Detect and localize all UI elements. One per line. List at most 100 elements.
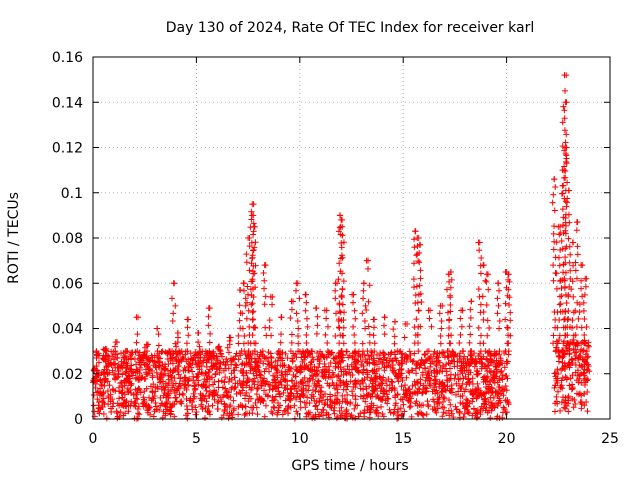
roti-point	[562, 214, 569, 221]
y-tick-label: 0.14	[52, 95, 83, 111]
roti-point	[504, 375, 511, 382]
roti-point	[564, 195, 571, 202]
roti-point	[466, 323, 473, 330]
roti-point	[428, 323, 435, 330]
roti-point	[480, 379, 487, 386]
roti-point	[422, 377, 429, 384]
roti-point	[251, 270, 258, 277]
roti-point	[578, 324, 585, 331]
roti-point	[562, 308, 569, 315]
roti-point	[104, 371, 111, 378]
roti-point	[273, 369, 280, 376]
roti-point	[580, 369, 587, 376]
roti-point	[162, 412, 169, 419]
roti-point	[280, 389, 287, 396]
roti-point	[271, 376, 278, 383]
roti-point	[455, 388, 462, 395]
roti-point	[370, 402, 377, 409]
roti-point	[386, 382, 393, 389]
roti-point	[294, 333, 301, 340]
roti-point	[206, 366, 213, 373]
roti-point	[550, 230, 557, 237]
roti-point	[252, 239, 259, 246]
roti-point	[374, 351, 381, 358]
roti-point	[294, 317, 301, 324]
roti-point	[573, 219, 580, 226]
roti-point	[579, 293, 586, 300]
roti-point	[575, 391, 582, 398]
roti-point	[351, 331, 358, 338]
roti-point	[477, 409, 484, 416]
roti-point	[557, 300, 564, 307]
roti-point	[205, 373, 212, 380]
roti-point	[447, 292, 454, 299]
roti-point	[436, 310, 443, 317]
roti-point	[307, 375, 314, 382]
roti-point	[476, 247, 483, 254]
roti-point	[301, 353, 308, 360]
roti-point	[135, 352, 142, 359]
roti-point	[505, 401, 512, 408]
roti-point	[124, 362, 131, 369]
roti-point	[352, 401, 359, 408]
roti-point	[214, 392, 221, 399]
roti-point	[451, 375, 458, 382]
roti-point	[410, 260, 417, 267]
roti-point	[359, 340, 366, 347]
roti-point	[558, 384, 565, 391]
roti-point	[494, 379, 501, 386]
roti-point	[493, 368, 500, 375]
roti-point	[262, 293, 269, 300]
roti-point	[562, 222, 569, 229]
roti-point	[336, 407, 343, 414]
roti-point	[192, 411, 199, 418]
roti-point	[157, 394, 164, 401]
roti-point	[171, 375, 178, 382]
roti-point	[315, 364, 322, 371]
roti-point	[398, 383, 405, 390]
roti-point	[338, 240, 345, 247]
roti-point	[433, 362, 440, 369]
roti-point	[337, 231, 344, 238]
roti-point	[406, 348, 413, 355]
roti-point	[381, 322, 388, 329]
roti-point	[205, 322, 212, 329]
roti-point	[169, 360, 176, 367]
roti-point	[284, 410, 291, 417]
roti-point	[288, 339, 295, 346]
roti-point	[335, 228, 342, 235]
roti-point	[339, 270, 346, 277]
roti-point	[165, 390, 172, 397]
roti-point	[206, 408, 213, 415]
roti-point	[438, 389, 445, 396]
roti-point	[459, 364, 466, 371]
roti-point	[328, 404, 335, 411]
roti-point	[324, 396, 331, 403]
roti-point	[581, 402, 588, 409]
roti-point	[434, 405, 441, 412]
roti-point	[154, 325, 161, 332]
roti-point	[134, 331, 141, 338]
roti-point	[394, 348, 401, 355]
roti-point	[251, 244, 258, 251]
roti-point	[392, 370, 399, 377]
roti-point	[248, 292, 255, 299]
roti-point	[452, 391, 459, 398]
roti-point	[188, 355, 195, 362]
roti-point	[199, 406, 206, 413]
roti-point	[99, 397, 106, 404]
roti-point	[481, 390, 488, 397]
roti-point	[411, 350, 418, 357]
roti-point	[371, 340, 378, 347]
roti-point	[289, 378, 296, 385]
roti-point	[350, 299, 357, 306]
roti-point	[149, 354, 156, 361]
roti-point	[228, 370, 235, 377]
roti-point	[447, 268, 454, 275]
roti-point	[312, 402, 319, 409]
roti-point	[500, 404, 507, 411]
y-tick-label: 0.02	[52, 367, 83, 383]
roti-point	[555, 371, 562, 378]
roti-point	[205, 313, 212, 320]
roti-point	[402, 382, 409, 389]
